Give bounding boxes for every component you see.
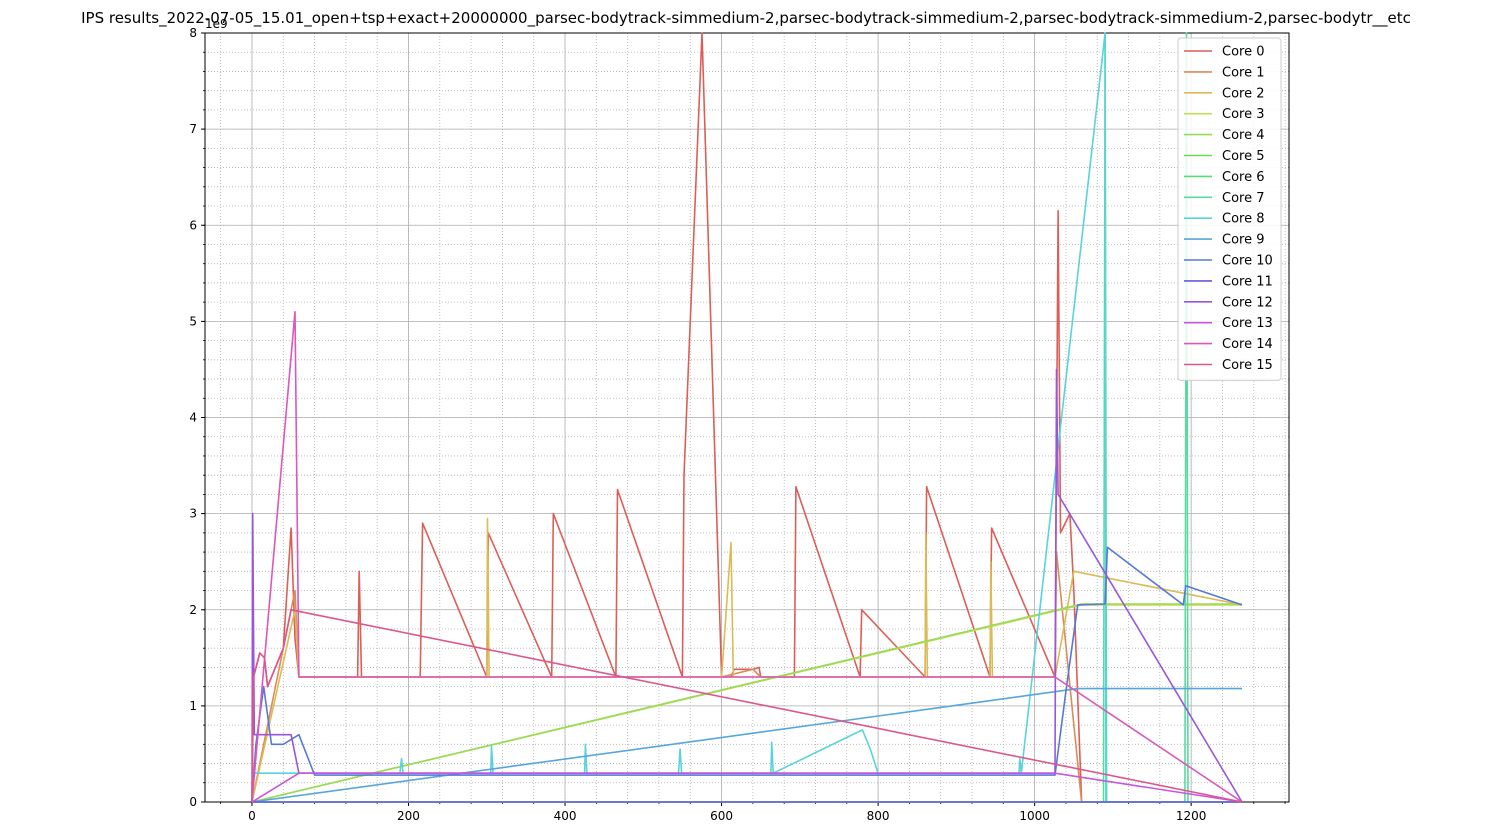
- series-line: [251, 517, 1243, 803]
- legend: Core 0 Core 1 Core 2 Core 3 Core 4 Core 5 Core…: [1177, 37, 1282, 381]
- x-tick-label: 800: [867, 809, 890, 823]
- x-tick-label: 600: [710, 809, 733, 823]
- legend-label: Core 11: [1222, 274, 1273, 289]
- y-tick-label: 6: [189, 218, 197, 232]
- axes-layer: 0 1 2 3 4 5 6 7 8 0 200 400 600 800 1000 1200: [189, 26, 1290, 823]
- y-offset-label: 1e9: [205, 17, 228, 31]
- series-layer: [251, 32, 1243, 803]
- x-tick-label: 200: [397, 809, 420, 823]
- y-tick-label: 8: [189, 26, 197, 40]
- legend-label: Core 5: [1222, 149, 1265, 164]
- grid-layer: [205, 32, 1289, 803]
- x-tick-label: 400: [554, 809, 577, 823]
- series-line: [251, 546, 1243, 803]
- series-line: [251, 368, 1243, 803]
- legend-label: Core 13: [1222, 316, 1273, 331]
- series-line: [251, 687, 1242, 803]
- y-tick-label: 3: [189, 507, 197, 521]
- legend-label: Core 0: [1222, 45, 1265, 60]
- x-tick-label: 0: [248, 809, 256, 823]
- y-tick-label: 2: [189, 603, 197, 617]
- legend-label: Core 6: [1222, 170, 1265, 185]
- legend-label: Core 8: [1222, 212, 1265, 227]
- legend-box: [1177, 37, 1282, 381]
- legend-label: Core 9: [1222, 233, 1265, 248]
- x-tick-label: 1200: [1176, 809, 1207, 823]
- x-tick-label: 1000: [1019, 809, 1050, 823]
- legend-label: Core 3: [1222, 107, 1265, 122]
- legend-label: Core 10: [1222, 254, 1273, 269]
- y-tick-label: 5: [189, 314, 197, 328]
- series-line: [251, 608, 1243, 803]
- series-line: [251, 32, 1242, 803]
- series-line: [251, 772, 1243, 803]
- legend-label: Core 15: [1222, 358, 1273, 373]
- y-tick-label: 4: [189, 411, 197, 425]
- legend-label: Core 12: [1222, 295, 1273, 310]
- legend-label: Core 1: [1222, 65, 1265, 80]
- y-tick-label: 1: [189, 699, 197, 713]
- y-tick-label: 7: [189, 122, 197, 136]
- legend-label: Core 4: [1222, 128, 1265, 143]
- chart-title: IPS results_2022-07-05_15.01_open+tsp+ex…: [81, 9, 1411, 28]
- legend-label: Core 14: [1222, 337, 1273, 352]
- legend-label: Core 2: [1222, 86, 1265, 101]
- legend-label: Core 7: [1222, 191, 1265, 206]
- y-tick-label: 0: [189, 795, 197, 809]
- series-line: [251, 310, 1243, 803]
